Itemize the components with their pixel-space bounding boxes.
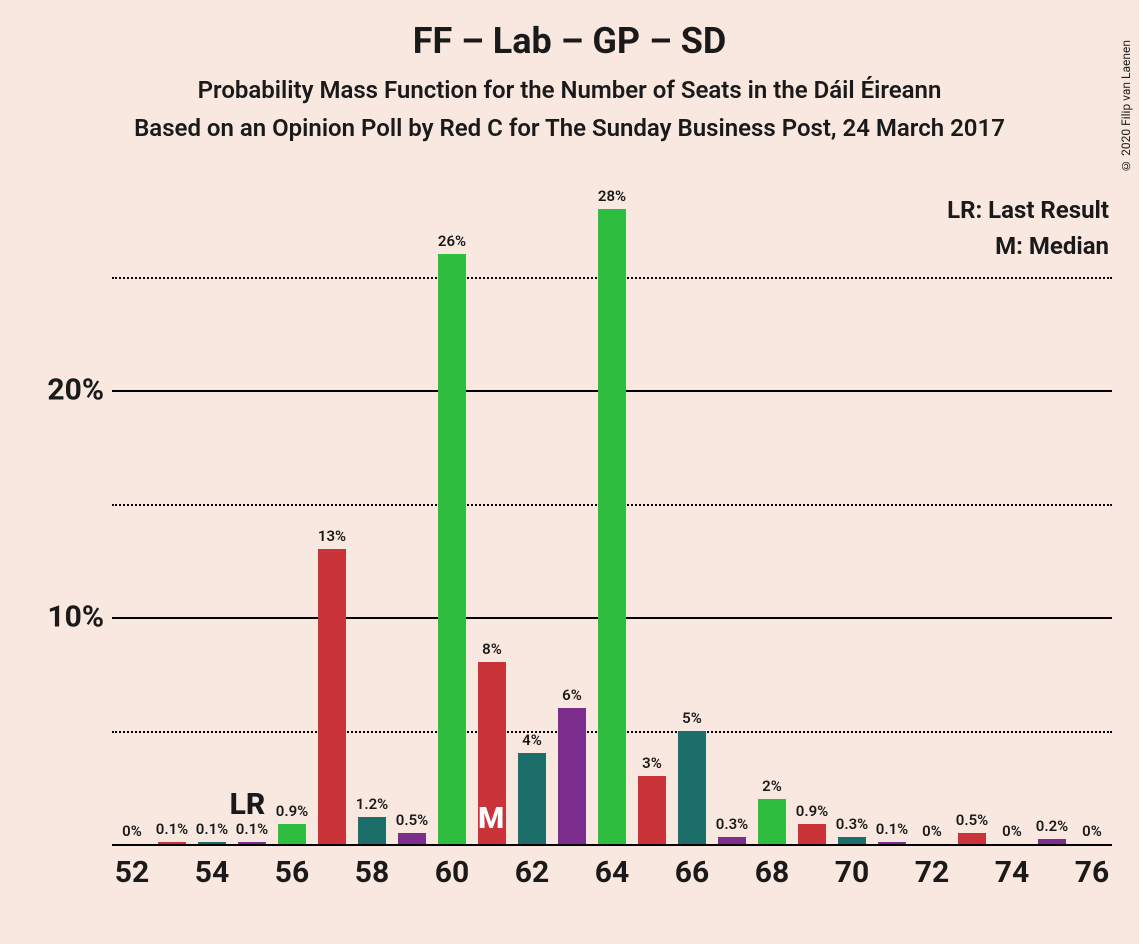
chart-plot-area: 10%20%525456586062646668707274760%0.1%0.… (112, 186, 1112, 844)
x-axis-tick: 52 (112, 855, 152, 890)
chart-title: FF – Lab – GP – SD (0, 20, 1139, 62)
bar (718, 837, 747, 844)
x-axis-tick: 76 (1072, 855, 1112, 890)
x-axis-tick: 64 (592, 855, 632, 890)
bar (398, 833, 427, 844)
median-marker: M (478, 801, 504, 836)
last-result-marker: LR (230, 787, 266, 822)
bar (438, 254, 467, 844)
x-axis-tick: 72 (912, 855, 952, 890)
chart-subtitle-1: Probability Mass Function for the Number… (0, 76, 1139, 104)
chart-subtitle-2: Based on an Opinion Poll by Red C for Th… (0, 114, 1139, 142)
x-axis-tick: 62 (512, 855, 552, 890)
bar-value-label: 0.9% (262, 802, 322, 820)
bar (198, 842, 227, 844)
bar (598, 209, 627, 844)
bar (878, 842, 907, 844)
bar-value-label: 3% (622, 754, 682, 772)
x-axis-tick: 58 (352, 855, 392, 890)
bar (278, 824, 307, 844)
y-axis-tick: 10% (20, 600, 104, 635)
bar-value-label: 2% (742, 777, 802, 795)
bar (558, 708, 587, 844)
x-axis-tick: 54 (192, 855, 232, 890)
bar-value-label: 0.1% (222, 820, 282, 838)
y-axis-tick: 20% (20, 373, 104, 408)
bar (838, 837, 867, 844)
bar-value-label: 4% (502, 731, 562, 749)
x-axis-tick: 60 (432, 855, 472, 890)
bar-value-label: 28% (582, 187, 642, 205)
bar-value-label: 8% (462, 640, 522, 658)
x-axis-tick: 66 (672, 855, 712, 890)
bar-value-label: 13% (302, 527, 362, 545)
bar-value-label: 0% (1062, 822, 1122, 840)
x-axis-tick: 74 (992, 855, 1032, 890)
copyright: © 2020 Filip van Laenen (1119, 40, 1133, 173)
bar (1038, 839, 1067, 844)
x-axis-tick: 68 (752, 855, 792, 890)
x-axis-tick: 56 (272, 855, 312, 890)
bar-value-label: 6% (542, 686, 602, 704)
bar (638, 776, 667, 844)
bar (158, 842, 187, 844)
bar (518, 753, 547, 844)
x-axis-line (112, 844, 1112, 846)
bar-value-label: 26% (422, 232, 482, 250)
bar-value-label: 0.3% (702, 815, 762, 833)
bar-value-label: 5% (662, 709, 722, 727)
bar (238, 842, 267, 844)
x-axis-tick: 70 (832, 855, 872, 890)
bar-value-label: 0.5% (382, 811, 442, 829)
